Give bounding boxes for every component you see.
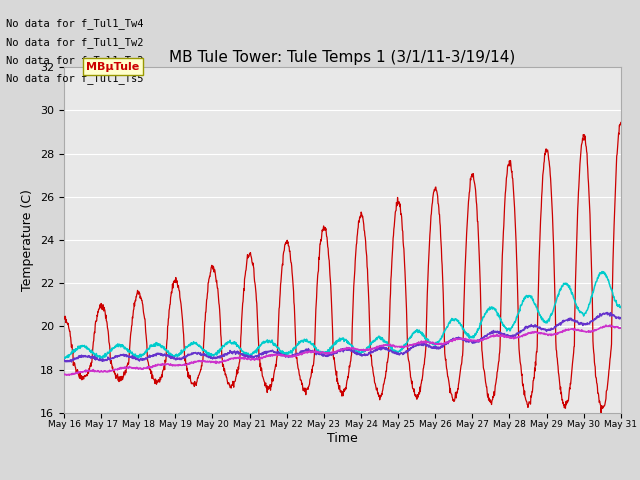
Text: No data for f_Tul1_Tw2: No data for f_Tul1_Tw2 <box>6 36 144 48</box>
Y-axis label: Temperature (C): Temperature (C) <box>22 189 35 291</box>
Text: No data for f_Tul1_Ts5: No data for f_Tul1_Ts5 <box>6 73 144 84</box>
X-axis label: Time: Time <box>327 432 358 445</box>
Text: MBμTule: MBμTule <box>86 61 140 72</box>
Text: No data for f_Tul1_Tw4: No data for f_Tul1_Tw4 <box>6 18 144 29</box>
Text: No data for f_Tul1_Ts2: No data for f_Tul1_Ts2 <box>6 55 144 66</box>
Title: MB Tule Tower: Tule Temps 1 (3/1/11-3/19/14): MB Tule Tower: Tule Temps 1 (3/1/11-3/19… <box>169 49 516 65</box>
